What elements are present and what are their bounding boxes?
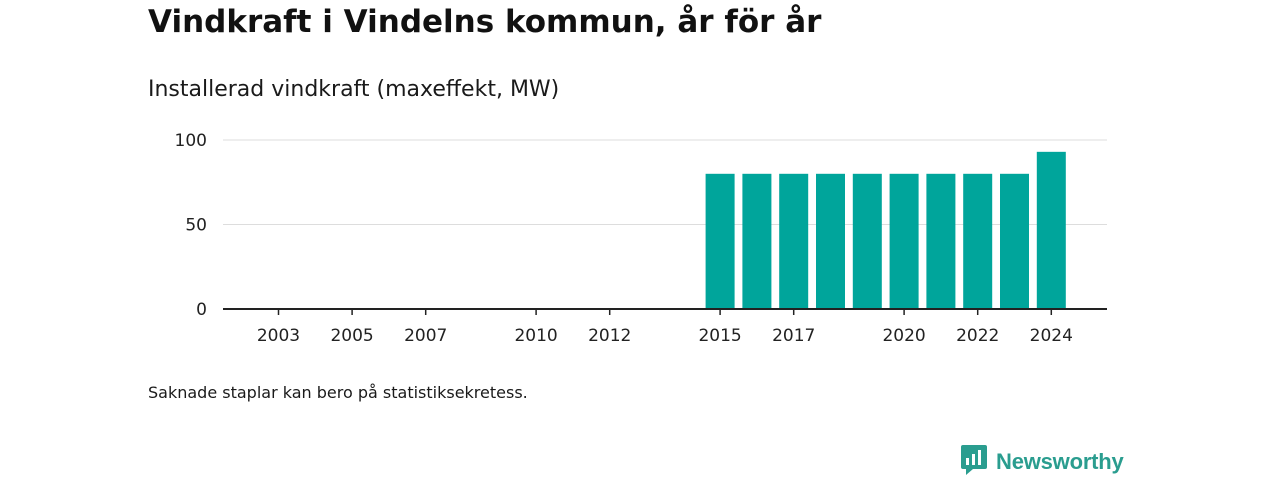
x-tick-label: 2024	[1030, 326, 1073, 346]
bar-2017	[779, 173, 809, 309]
x-tick-label: 2010	[514, 326, 557, 346]
x-tick-label: 2005	[330, 326, 373, 346]
bar-2024	[1036, 151, 1066, 309]
footnote: Saknade staplar kan bero på statistiksek…	[148, 383, 528, 402]
x-tick-label: 2007	[404, 326, 447, 346]
bar-2022	[963, 173, 993, 309]
bar-2015	[705, 173, 735, 309]
brand-name: Newsworthy	[996, 449, 1124, 474]
bar-2023	[1000, 173, 1029, 309]
x-tick-label: 2022	[956, 326, 999, 346]
x-tick-label: 2017	[772, 326, 815, 346]
axes: 0 50 100 2003 2005 2007 2010 2012 2015 2017 2020 20…	[175, 131, 1107, 346]
newsworthy-logo-icon	[960, 444, 988, 480]
grid-lines	[223, 139, 1107, 225]
bars	[705, 151, 1066, 309]
bar-chart: 0 50 100 2003 2005 2007 2010 2012 2015 2017 2020 20…	[175, 131, 1107, 346]
chart-subtitle: Installerad vindkraft (maxeffekt, MW)	[148, 77, 560, 102]
y-tick-label: 50	[185, 216, 207, 236]
x-tick-label: 2003	[257, 326, 300, 346]
x-tick-label: 2020	[882, 326, 925, 346]
x-tick-label: 2015	[698, 326, 741, 346]
bar-2016	[742, 173, 772, 309]
brand-logo[interactable]: Newsworthy	[960, 444, 1124, 480]
bar-2021	[926, 173, 956, 309]
y-tick-label: 0	[196, 300, 207, 320]
bar-2020	[889, 173, 919, 309]
y-tick-label: 100	[175, 131, 207, 151]
x-tick-label: 2012	[588, 326, 631, 346]
bar-2018	[816, 173, 845, 309]
bar-2019	[852, 173, 882, 309]
chart-title: Vindkraft i Vindelns kommun, år för år	[148, 4, 822, 40]
